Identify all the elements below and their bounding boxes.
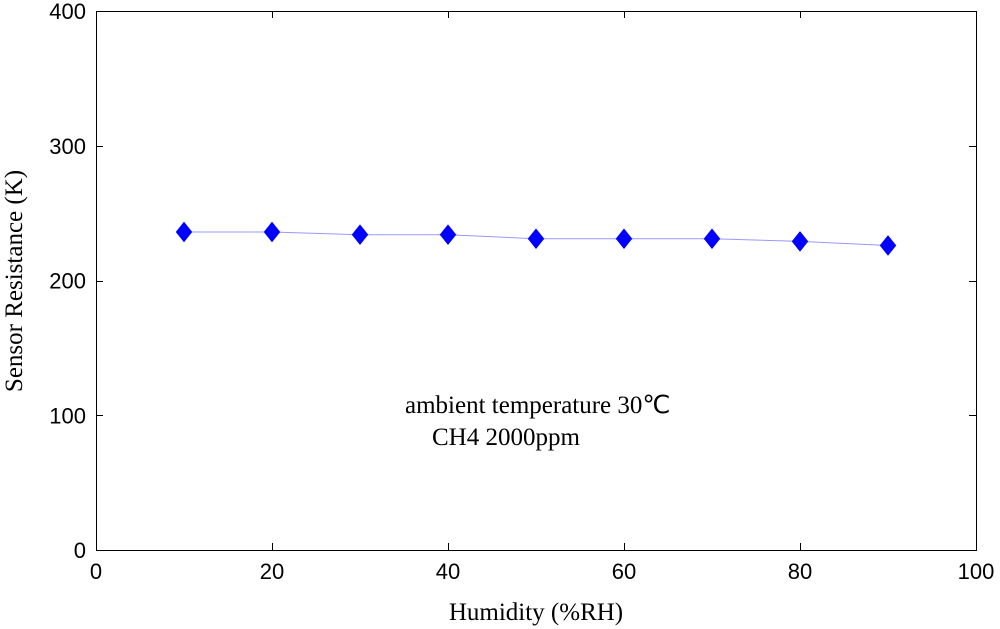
x-tick-label: 100 [958, 559, 995, 584]
annotation-gas: CH4 2000ppm [432, 424, 580, 451]
data-point-marker [263, 221, 281, 243]
x-tick-label: 80 [788, 559, 812, 584]
x-tick-label: 60 [612, 559, 636, 584]
x-tick-label: 0 [90, 559, 102, 584]
x-tick-label: 20 [260, 559, 284, 584]
data-point-marker [439, 224, 457, 246]
y-tick-label: 200 [49, 269, 86, 294]
x-axis-title: Humidity (%RH) [449, 599, 623, 626]
data-point-marker [879, 235, 897, 256]
ticks-layer: 0 20 40 60 80 100 0 100 200 300 400 [49, 0, 994, 584]
data-point-marker [175, 221, 193, 243]
x-tick-label: 40 [436, 559, 460, 584]
y-axis-title: Sensor Resistance (K) [1, 170, 28, 392]
data-point-marker [791, 231, 809, 252]
y-tick-label: 100 [49, 403, 86, 428]
data-point-marker [703, 228, 721, 250]
y-tick-label: 400 [49, 0, 86, 24]
series-layer [175, 221, 897, 256]
data-point-marker [615, 228, 633, 250]
data-point-marker [527, 228, 545, 250]
y-tick-label: 0 [74, 538, 86, 563]
y-tick-label: 300 [49, 134, 86, 159]
plot-frame [96, 11, 977, 551]
data-point-marker [351, 224, 369, 246]
annotation-temperature: ambient temperature 30℃ [405, 392, 670, 419]
